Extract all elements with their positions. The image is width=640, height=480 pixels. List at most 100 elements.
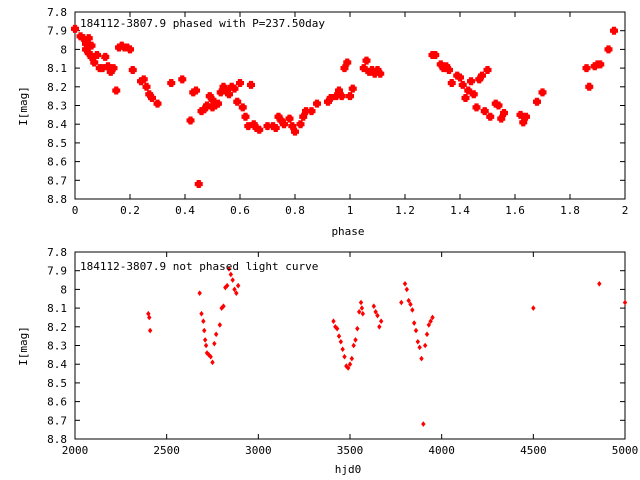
phased-data-point [271, 123, 280, 132]
phased-data-point [186, 116, 195, 125]
unphased-plot-frame [74, 251, 626, 440]
phased-data-point [247, 80, 255, 89]
unphased-data-point [356, 309, 362, 315]
unphased-data-point [147, 314, 152, 321]
phased-data-point [285, 114, 294, 123]
phased-data-point [538, 88, 547, 97]
phased-data-point [87, 41, 96, 50]
phased-data-point [225, 90, 233, 99]
unphased-data-point [402, 280, 408, 287]
phased-data-point [126, 45, 134, 54]
phased-data-point [307, 107, 316, 116]
unphased-data-point [404, 286, 410, 293]
unphased-x-tick-label: 4000 [428, 444, 455, 457]
unphased-data-point [147, 327, 153, 334]
unphased-data-point [378, 318, 384, 324]
unphased-data-point [371, 303, 377, 310]
phased-y-tick-label: 8.5 [47, 137, 67, 150]
phased-data-point [346, 92, 354, 101]
unphased-data-point [411, 320, 417, 326]
phased-data-point [167, 79, 176, 88]
unphased-axis-ticks: 2000 2500 3000 3500 4000 4500 5000 7.8 7.9 8 8.1 8.… [47, 246, 638, 457]
phased-y-axis-label: I[mag] [17, 86, 30, 126]
unphased-data-point [226, 266, 232, 272]
phased-data-point [596, 60, 605, 69]
unphased-y-tick-label: 8.4 [47, 358, 67, 371]
unphased-data-point [336, 333, 342, 339]
phased-x-tick-label: 2 [622, 204, 629, 217]
phased-data-point [604, 45, 613, 54]
unphased-data-point [355, 325, 360, 332]
phased-x-tick-label: 0.2 [120, 204, 140, 217]
phased-data-point [192, 86, 200, 95]
phased-data-point [467, 77, 475, 86]
unphased-plot-title: 184112-3807.9 not phased light curve [80, 260, 318, 273]
unphased-data-point [428, 318, 433, 324]
unphased-y-tick-label: 8.2 [47, 321, 67, 334]
phased-data-point [472, 103, 481, 112]
unphased-data-point [199, 310, 204, 317]
unphased-y-tick-label: 7.8 [47, 246, 67, 259]
phased-data-point [148, 94, 156, 103]
unphased-data-point [597, 280, 602, 287]
unphased-data-point [351, 342, 356, 349]
phased-x-tick-label: 1 [347, 204, 354, 217]
phased-data-point [522, 112, 530, 121]
phased-data-point [200, 105, 209, 114]
unphased-data-point [208, 353, 213, 360]
unphased-y-tick-label: 8.5 [47, 377, 67, 390]
unphased-x-axis-label: hjd0 [335, 463, 362, 476]
phased-data-point [233, 97, 242, 106]
unphased-data-points [146, 266, 628, 427]
unphased-y-tick-label: 8.7 [47, 414, 67, 427]
unphased-data-point [359, 305, 365, 311]
phased-data-point [475, 75, 484, 84]
unphased-data-point [406, 297, 411, 304]
phased-data-point [139, 75, 148, 84]
phased-data-point [214, 99, 222, 108]
phased-data-point [241, 112, 250, 121]
phased-x-tick-label: 0.6 [230, 204, 250, 217]
unphased-data-point [342, 353, 347, 360]
phased-data-point [178, 75, 187, 84]
phased-y-tick-label: 7.9 [47, 25, 67, 38]
unphased-data-point [331, 318, 336, 324]
unphased-data-point [422, 342, 428, 349]
phased-data-point [458, 80, 467, 89]
unphased-data-point [347, 361, 353, 367]
unphased-data-point [338, 338, 344, 345]
phased-data-point [469, 90, 478, 99]
phased-data-point [112, 86, 121, 95]
unphased-data-point [399, 299, 404, 306]
unphased-data-point [228, 271, 234, 278]
unphased-data-point [417, 344, 422, 351]
phased-data-point [461, 94, 470, 103]
phased-x-tick-label: 1.2 [395, 204, 415, 217]
unphased-data-point [212, 340, 217, 347]
phased-data-point [497, 114, 506, 123]
phased-data-point [142, 82, 151, 91]
phased-data-point [101, 52, 110, 61]
unphased-data-point [202, 337, 208, 343]
unphased-x-tick-label: 3000 [245, 444, 272, 457]
phased-data-point [98, 64, 107, 73]
unphased-data-point [430, 314, 435, 321]
phased-data-point [348, 84, 357, 93]
phased-axis-ticks: 0 0.2 0.4 0.6 0.8 1 1.2 1.4 1.6 1.8 2 7.8 7.9 8 8.1 8.2… [47, 6, 628, 217]
unphased-data-point [203, 342, 209, 349]
phased-data-point [585, 82, 594, 91]
phased-data-point [500, 108, 508, 117]
phased-data-points [71, 24, 618, 189]
unphased-data-point [413, 327, 419, 334]
unphased-data-point [210, 359, 215, 366]
phased-x-tick-label: 0.8 [285, 204, 305, 217]
unphased-data-point [232, 286, 237, 293]
phased-data-point [128, 65, 137, 74]
phased-data-point [519, 118, 528, 127]
phased-data-point [299, 112, 308, 121]
unphased-y-tick-label: 7.9 [47, 265, 67, 278]
phased-y-tick-label: 8.2 [47, 81, 67, 94]
unphased-data-point [353, 337, 358, 343]
unphased-data-point [334, 325, 340, 332]
phased-data-point [280, 120, 288, 129]
